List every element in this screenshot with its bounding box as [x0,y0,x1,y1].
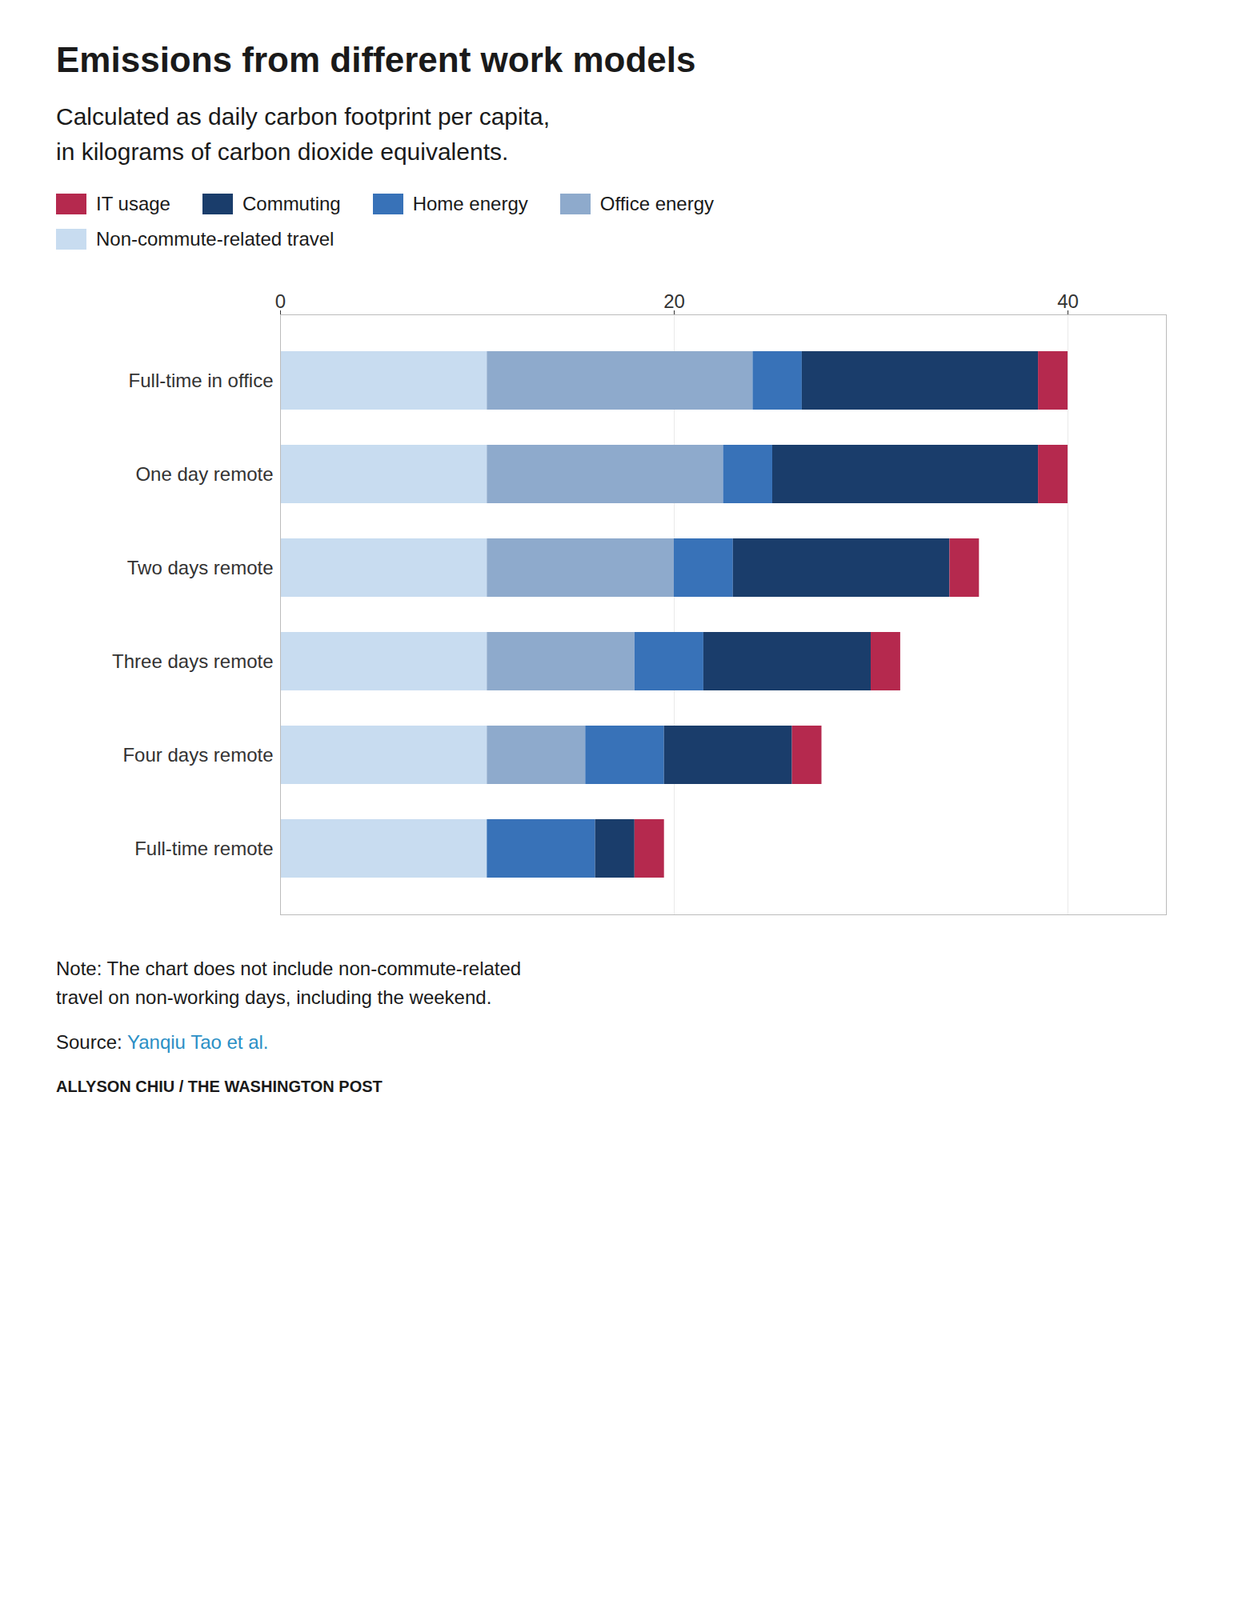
svg-text:One day remote: One day remote [135,463,273,485]
html-text:ALLYSON CHIU / THE WASHINGTON: ALLYSON CHIU / THE WASHINGTON POST [56,1077,383,1096]
svg-text:40: 40 [1057,290,1079,313]
html-text:Calculated as daily carbon foo: Calculated as daily carbon footprint per… [56,103,550,165]
svg-text:0: 0 [275,290,286,313]
html-text:Non-commute-related travel: Non-commute-related travel [96,228,335,250]
svg-text:Two days remote: Two days remote [127,556,274,579]
html-text:Home energy: Home energy [412,192,529,215]
html-text:Office energy: Office energy [600,192,714,215]
html-text:Commuting: Commuting [242,192,341,215]
svg-text:Three days remote: Three days remote [112,650,273,673]
html-text:Emissions from different work: Emissions from different work models [56,40,696,80]
svg-text:Full-time remote: Full-time remote [134,837,273,860]
svg-text:Four days remote: Four days remote [122,744,273,766]
html-text:Note: The chart does not inclu: Note: The chart does not include non-com… [56,957,522,1009]
html-text:Source: Yanqiu Tao et al.: Source: Yanqiu Tao et al. [56,1031,269,1054]
svg-text:Full-time in office: Full-time in office [128,369,274,392]
svg-text:20: 20 [663,290,686,313]
html-text:IT usage: IT usage [96,192,171,215]
